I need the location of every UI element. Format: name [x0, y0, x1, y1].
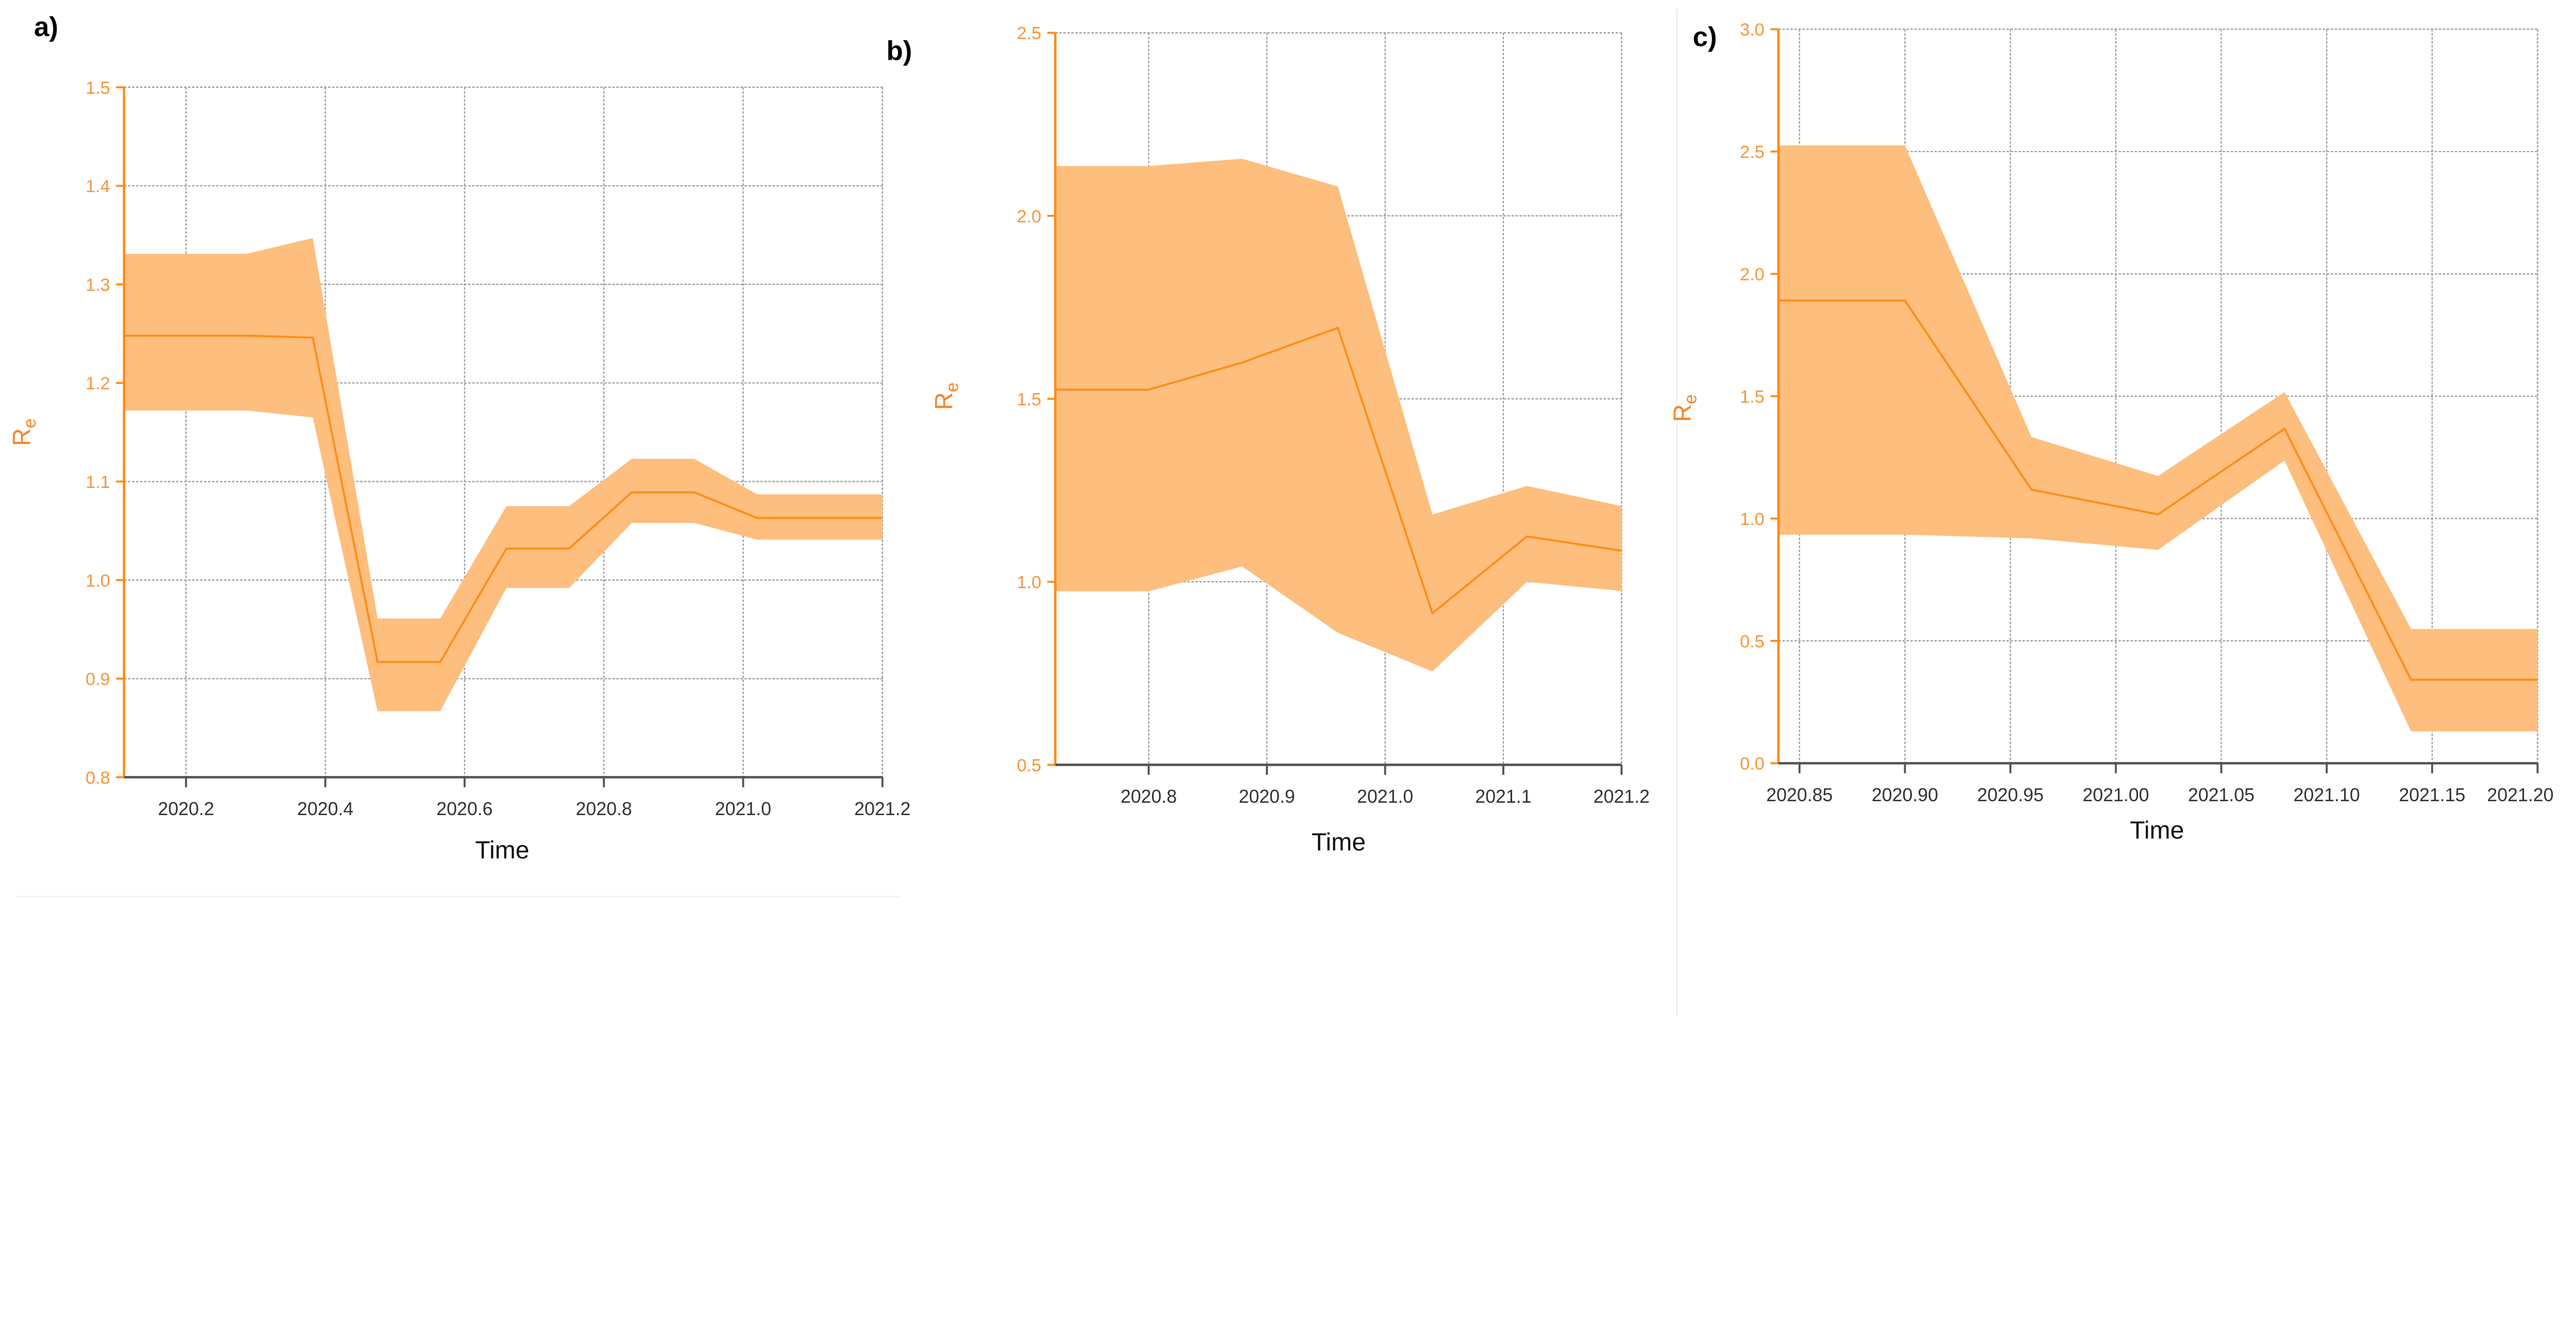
y-tick-label: 1.1	[86, 472, 110, 492]
y-tick-label: 1.3	[86, 275, 110, 295]
confidence-band	[124, 238, 883, 712]
y-tick-label: 1.0	[86, 571, 110, 590]
y-axis-label-main: R	[8, 428, 36, 446]
y-tick-label: 1.4	[86, 177, 110, 196]
x-tick-label: 2020.6	[436, 799, 493, 819]
y-tick-label: 0.9	[86, 670, 110, 689]
y-tick-label: 0.0	[1740, 754, 1764, 774]
x-axis-label: Time	[475, 836, 529, 864]
y-tick-label: 0.5	[1740, 632, 1764, 651]
y-axis-label-subscript: e	[20, 418, 40, 428]
x-axis-label: Time	[1312, 829, 1366, 856]
y-axis-label-main: R	[1669, 404, 1697, 422]
y-tick-label: 1.0	[1740, 510, 1764, 529]
chart-panel-a: 0.8 0.9 1.0 1.1 1.2 1.3 1.4 1.5 2020.2 2020.4 2020…	[8, 12, 910, 864]
figure: 0.8 0.9 1.0 1.1 1.2 1.3 1.4 1.5 2020.2 2020.4 2020…	[8, 8, 2554, 1017]
x-tick-label: 2021.10	[2294, 785, 2360, 805]
y-tick-label: 0.8	[86, 768, 110, 788]
y-tick-label: 1.5	[1017, 390, 1041, 409]
chart-panel-b: 0.5 1.0 1.5 2.0 2.5 2020.8 2020.9 2021.0 2021.1 2…	[887, 24, 1650, 856]
x-tick-label: 2021.0	[1357, 786, 1413, 807]
y-tick-label: 3.0	[1740, 20, 1764, 40]
y-tick-label: 1.5	[1740, 387, 1764, 407]
x-tick-label: 2020.8	[575, 799, 632, 819]
x-tick-label: 2021.00	[2082, 785, 2149, 805]
x-tick-label: 2020.8	[1121, 786, 1177, 807]
y-tick-label: 1.2	[86, 374, 110, 394]
x-tick-label: 2020.2	[158, 799, 214, 819]
x-tick-label: 2020.9	[1239, 786, 1295, 807]
y-tick-label: 0.5	[1017, 756, 1041, 775]
y-tick-label: 2.5	[1017, 24, 1041, 43]
y-axis-label: Re	[1669, 394, 1701, 422]
x-tick-label: 2021.05	[2188, 785, 2255, 805]
x-tick-label: 2020.95	[1977, 785, 2044, 805]
chart-panel-c: 0.0 0.5 1.0 1.5 2.0 2.5 3.0 2020.85 2020.90 2020.…	[1669, 20, 2554, 844]
x-tick-label: 2020.4	[297, 799, 353, 819]
y-axis-label-subscript: e	[1681, 394, 1701, 404]
panel-label: b)	[887, 36, 912, 66]
y-tick-label: 2.5	[1740, 143, 1764, 162]
y-tick-label: 2.0	[1017, 207, 1041, 226]
x-tick-label: 2021.2	[854, 799, 910, 819]
x-tick-label: 2021.15	[2399, 785, 2465, 805]
x-tick-label: 2020.85	[1766, 785, 1833, 805]
x-tick-label: 2020.90	[1872, 785, 1938, 805]
confidence-band	[1055, 159, 1622, 672]
x-tick-label: 2021.1	[1475, 786, 1531, 807]
x-tick-label: 2021.0	[715, 799, 771, 819]
y-axis-label-subscript: e	[943, 382, 962, 392]
panel-label: c)	[1693, 22, 1717, 52]
y-axis-label-main: R	[930, 392, 958, 410]
y-tick-label: 1.5	[86, 78, 110, 98]
x-axis-label: Time	[2130, 816, 2184, 844]
x-tick-label: 2021.20	[2487, 785, 2553, 805]
y-tick-label: 1.0	[1017, 573, 1041, 593]
x-tick-label: 2021.2	[1594, 786, 1650, 807]
y-axis-label: Re	[930, 382, 962, 410]
confidence-band	[1778, 145, 2538, 732]
y-tick-label: 2.0	[1740, 265, 1764, 284]
panel-label: a)	[34, 12, 58, 42]
y-axis-label: Re	[8, 418, 40, 446]
